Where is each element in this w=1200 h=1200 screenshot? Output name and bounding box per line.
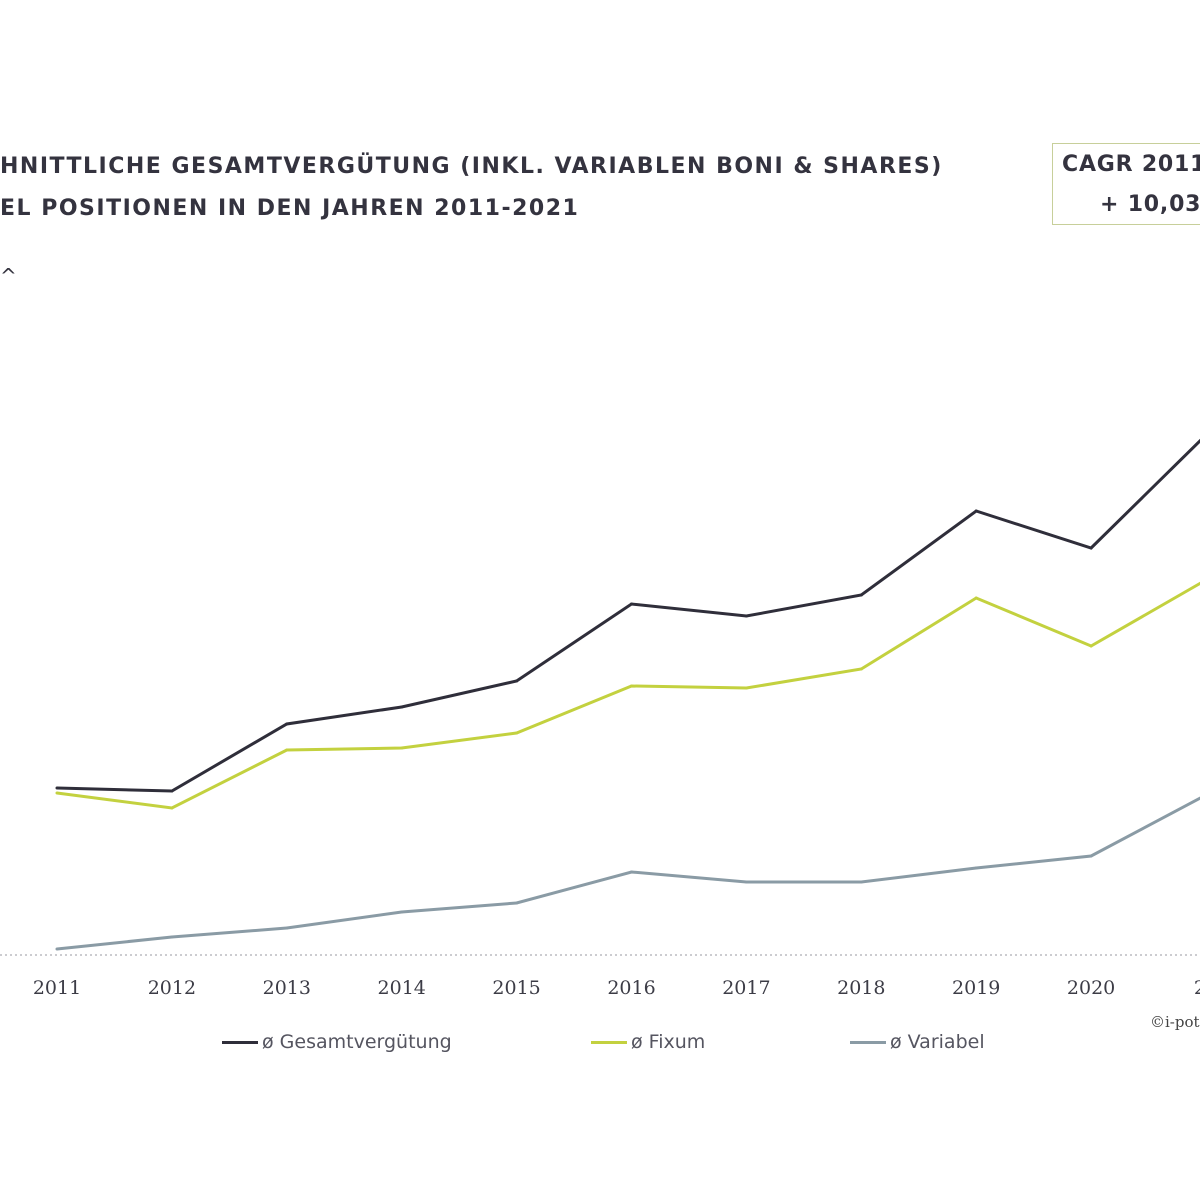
series-line-2 [56,796,1200,951]
legend-item-variabel: ø Variabel [850,1028,985,1056]
data-point-0-6 [744,614,748,618]
data-point-2-7 [859,880,863,884]
data-point-1-1 [170,806,174,810]
data-point-2-9 [1089,854,1093,858]
y-axis-arrow-icon: ^ [0,264,17,288]
legend-label-fixum: ø Fixum [631,1031,706,1053]
cagr-value: + 10,03 [1100,192,1200,217]
x-tick-label: 2020 [1067,977,1115,999]
data-point-0-8 [974,509,978,513]
legend-label-variabel: ø Variabel [890,1031,985,1053]
x-tick-labels: 2011 2012 2013 2014 2015 2016 2017 2018 2019 2020… [33,977,1200,999]
data-point-1-3 [400,746,404,750]
title-line-2: EL POSITIONEN IN DEN JAHREN 2011-2021 [0,196,580,221]
legend-item-gesamt: ø Gesamtvergütung [222,1028,452,1056]
data-point-2-3 [400,910,404,914]
x-tick-label: 2015 [492,977,540,999]
data-point-2-6 [744,880,748,884]
data-point-1-7 [859,667,863,671]
x-tick-label: 2017 [722,977,770,999]
data-point-0-1 [170,789,174,793]
series-layer [55,438,1200,951]
data-point-2-1 [170,935,174,939]
title-line-1: HNITTLICHE GESAMTVERGÜTUNG (INKL. VARIAB… [0,154,943,179]
cagr-box: CAGR 2011 + 10,03 [1052,143,1200,225]
x-tick-label: 2011 [33,977,81,999]
data-point-1-8 [974,596,978,600]
data-point-1-2 [285,748,289,752]
series-line-0 [56,438,1200,793]
legend-swatch-variabel [850,1040,886,1044]
data-point-1-9 [1089,644,1093,648]
data-point-0-0 [55,786,59,790]
data-point-1-5 [630,684,633,688]
legend-swatch-fixum [591,1040,627,1044]
data-point-2-0 [55,947,59,951]
data-point-2-8 [974,866,978,870]
x-tick-label: 2019 [952,977,1000,999]
copyright-credit: ©i-pot [1150,1013,1200,1031]
legend-label-gesamt: ø Gesamtvergütung [262,1031,452,1053]
data-point-0-3 [400,705,404,709]
data-point-1-0 [55,791,59,795]
data-point-0-7 [859,593,863,597]
data-point-2-5 [630,870,633,874]
data-point-0-9 [1089,546,1093,550]
x-tick-label: 2013 [263,977,311,999]
x-tick-label: 2014 [378,977,426,999]
x-tick-label: 2018 [837,977,885,999]
data-point-0-4 [515,679,519,683]
x-tick-label: 2012 [148,977,196,999]
data-point-1-4 [515,731,519,735]
data-point-2-2 [285,926,289,930]
x-tick-label: 2016 [607,977,655,999]
data-point-2-4 [515,901,519,905]
cagr-label: CAGR 2011 [1062,152,1200,177]
data-point-0-2 [285,722,289,726]
data-point-0-5 [630,602,633,606]
data-point-1-6 [744,686,748,690]
chart-title: HNITTLICHE GESAMTVERGÜTUNG (INKL. VARIAB… [0,148,1040,232]
legend-item-fixum: ø Fixum [591,1028,705,1056]
series-line-1 [56,581,1200,810]
legend-swatch-gesamt [222,1040,258,1044]
x-tick-label: 20 [1194,977,1200,999]
